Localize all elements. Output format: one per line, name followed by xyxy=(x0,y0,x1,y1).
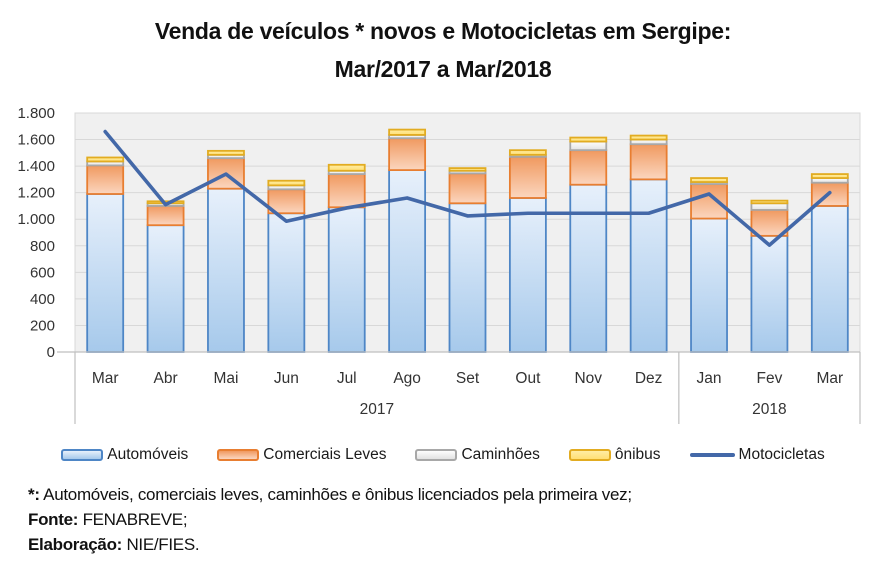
bar-automoveis-7 xyxy=(508,197,547,353)
bar-automoveis-9 xyxy=(629,178,668,353)
x-tick-label: Set xyxy=(456,370,480,387)
bar-comerciais_leves-5 xyxy=(388,137,427,171)
x-tick-label: Jul xyxy=(337,370,357,387)
bar-comerciais_leves-1 xyxy=(146,205,185,227)
y-tick-label: 1.000 xyxy=(17,211,55,228)
bar-onibus-11 xyxy=(750,199,789,205)
bar-onibus-0 xyxy=(86,156,125,163)
footnote-elaboracao-text: NIE/FIES. xyxy=(122,535,200,554)
legend-item-automoveis: Automóveis xyxy=(61,446,188,464)
legend-label-onibus: ônibus xyxy=(614,446,661,463)
y-tick-label: 1.200 xyxy=(17,185,55,202)
motocicletas-line xyxy=(103,129,832,247)
x-tick-label: Dez xyxy=(635,370,663,387)
bar-automoveis-8 xyxy=(569,183,608,353)
bar-onibus-5 xyxy=(388,128,427,136)
bar-comerciais_leves-11 xyxy=(750,209,789,237)
bar-automoveis-0 xyxy=(86,193,125,353)
footnote-elaboracao: Elaboração: NIE/FIES. xyxy=(28,532,858,557)
bar-onibus-6 xyxy=(448,167,487,172)
bar-comerciais_leves-7 xyxy=(508,155,547,199)
bar-automoveis-1 xyxy=(146,224,185,353)
y-tick-label: 200 xyxy=(30,317,55,334)
bar-onibus-3 xyxy=(267,179,306,187)
bar-comerciais_leves-10 xyxy=(690,183,728,220)
bar-comerciais_leves-8 xyxy=(569,149,608,186)
x-tick-label: Nov xyxy=(574,370,602,387)
y-tick-label: 1.800 xyxy=(17,105,55,122)
footnote-elaboracao-label: Elaboração: xyxy=(28,535,123,554)
x-tick-label: Mar xyxy=(92,370,119,387)
bar-comerciais_leves-9 xyxy=(629,143,668,181)
chart-title-line1: Venda de veículos * novos e Motocicletas… xyxy=(154,18,732,44)
y-tick-label: 400 xyxy=(30,291,55,308)
legend-label-automoveis: Automóveis xyxy=(107,446,189,463)
bar-automoveis-11 xyxy=(750,234,789,353)
bar-comerciais_leves-6 xyxy=(448,172,487,205)
bar-automoveis-6 xyxy=(448,202,487,353)
bar-onibus-7 xyxy=(508,149,547,156)
x-tick-label: Ago xyxy=(393,370,421,387)
bar-automoveis-3 xyxy=(267,212,306,353)
footnote-fonte: Fonte: FENABREVE; xyxy=(28,507,858,532)
legend-item-motocicletas: Motocicletas xyxy=(689,446,825,464)
motocicletas-line-icon xyxy=(689,453,735,457)
footnote-asterisk: *: Automóveis, comerciais leves, caminhõ… xyxy=(28,482,858,507)
y-tick-label: 600 xyxy=(30,264,55,281)
x-tick-label: Jun xyxy=(274,370,299,387)
y-tick-label: 800 xyxy=(30,238,55,255)
legend: Automóveis Comerciais Leves Caminhões ôn… xyxy=(0,440,886,470)
legend-item-comerciais-leves: Comerciais Leves xyxy=(217,446,386,464)
caminhoes-swatch-icon xyxy=(415,449,458,461)
y-tick-label: 1.400 xyxy=(17,158,55,175)
x-tick-label: Jan xyxy=(697,370,722,387)
automoveis-swatch-icon xyxy=(61,449,104,461)
y-tick-label: 1.600 xyxy=(17,132,55,149)
bar-comerciais_leves-0 xyxy=(86,164,125,195)
footnote-fonte-label: Fonte: xyxy=(28,510,79,529)
x-tick-label: Fev xyxy=(757,370,783,387)
bar-onibus-10 xyxy=(690,177,728,183)
bar-caminhoes-11 xyxy=(750,202,789,211)
footnotes: *: Automóveis, comerciais leves, caminhõ… xyxy=(28,482,858,557)
x-tick-label: Mar xyxy=(816,370,843,387)
bar-caminhoes-8 xyxy=(569,140,608,152)
bar-comerciais_leves-4 xyxy=(327,173,366,209)
axis-year-label: 2017 xyxy=(360,401,394,418)
footnote-asterisk-text: Automóveis, comerciais leves, caminhões … xyxy=(39,485,632,504)
bar-automoveis-2 xyxy=(207,187,245,353)
chart-title-line2: Mar/2017 a Mar/2018 xyxy=(334,56,552,82)
plot-svg: 1.800 1.600 1.400 1.200 1.000 800 600 400 200 0 Ma… xyxy=(17,105,861,424)
bar-onibus-2 xyxy=(207,149,245,156)
bar-onibus-12 xyxy=(810,173,849,179)
y-tick-label: 0 xyxy=(47,344,55,361)
bar-onibus-8 xyxy=(569,136,608,143)
bar-onibus-9 xyxy=(629,134,668,141)
legend-item-caminhoes: Caminhões xyxy=(415,446,540,464)
x-tick-label: Mai xyxy=(213,370,238,387)
legend-label-motocicletas: Motocicletas xyxy=(738,446,825,463)
bar-automoveis-10 xyxy=(690,217,728,353)
footnote-fonte-text: FENABREVE; xyxy=(78,510,188,529)
x-tick-label: Abr xyxy=(154,370,178,387)
legend-label-comerciais-leves: Comerciais Leves xyxy=(263,446,387,463)
bar-automoveis-4 xyxy=(327,206,366,353)
legend-label-caminhoes: Caminhões xyxy=(461,446,540,463)
comerciais-leves-swatch-icon xyxy=(217,449,260,461)
bar-onibus-4 xyxy=(327,163,366,172)
axis-year-label: 2018 xyxy=(752,401,786,418)
legend-item-onibus: ônibus xyxy=(568,446,661,464)
x-tick-label: Out xyxy=(515,370,541,387)
chart-title: Venda de veículos * novos e Motocicletas… xyxy=(0,12,886,88)
bar-automoveis-12 xyxy=(810,205,849,353)
footnote-asterisk-label: *: xyxy=(28,485,40,504)
onibus-swatch-icon xyxy=(568,449,611,461)
